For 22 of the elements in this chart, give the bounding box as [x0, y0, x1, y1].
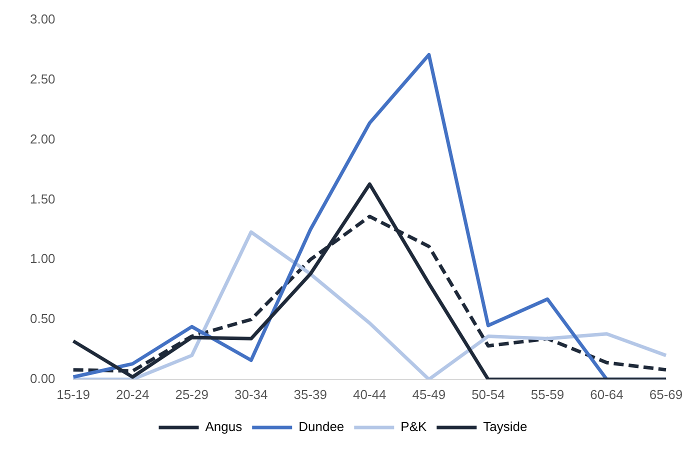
x-tick-label: 15-19: [56, 386, 90, 402]
x-tick-label: 25-29: [175, 386, 208, 402]
legend-label: Dundee: [298, 419, 344, 434]
y-tick-label: 2.50: [30, 71, 56, 86]
legend-label: P&K: [400, 419, 427, 434]
y-tick-label: 1.00: [30, 251, 56, 266]
y-tick-label: 0.00: [30, 370, 56, 386]
legend-label: Tayside: [483, 419, 528, 434]
y-tick-label: 1.50: [30, 191, 56, 206]
y-tick-label: 3.00: [30, 12, 56, 27]
x-tick-label: 30-34: [234, 386, 268, 402]
x-tick-label: 55-59: [530, 386, 564, 402]
x-tick-label: 65-69: [649, 386, 683, 402]
x-tick-label: 35-39: [294, 386, 328, 402]
x-tick-label: 20-24: [116, 386, 150, 402]
legend-label: Angus: [205, 419, 243, 434]
y-tick-label: 2.00: [30, 131, 56, 146]
x-tick-label: 45-49: [412, 386, 446, 402]
x-tick-label: 40-44: [353, 386, 386, 402]
x-tick-label: 50-54: [472, 386, 505, 402]
y-tick-label: 0.50: [30, 311, 56, 326]
x-tick-label: 60-64: [590, 386, 624, 402]
